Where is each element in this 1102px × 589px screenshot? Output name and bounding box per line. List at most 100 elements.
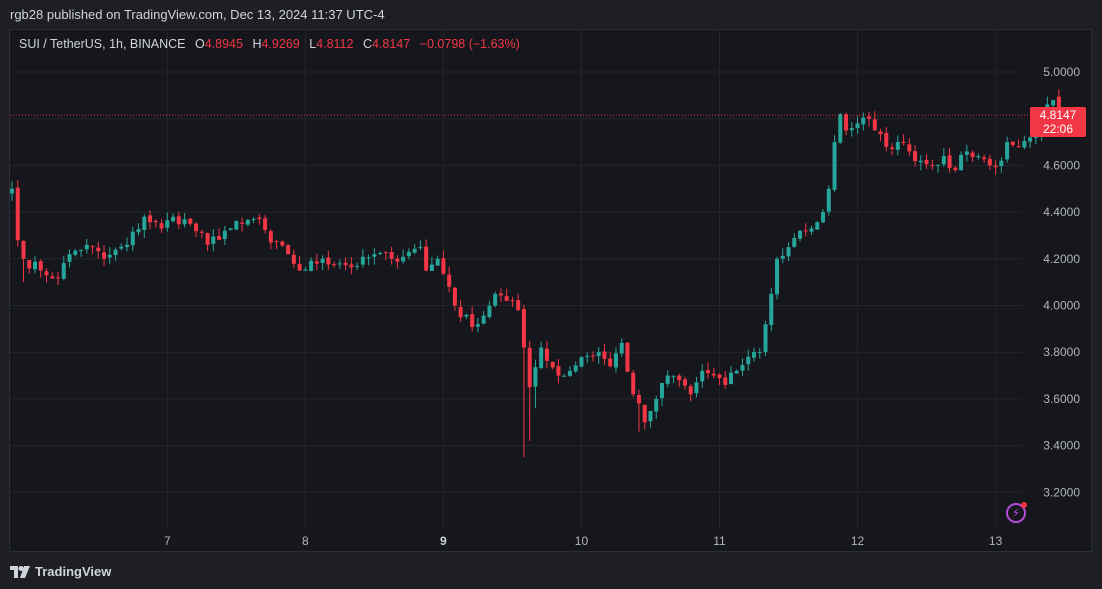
candle: [844, 112, 849, 136]
candle: [280, 240, 285, 248]
candle: [412, 243, 417, 255]
candle-body: [90, 246, 95, 248]
candle-body: [188, 218, 193, 224]
candle: [631, 369, 636, 398]
candle: [464, 313, 469, 320]
candle: [1010, 141, 1015, 148]
candle: [729, 365, 733, 385]
time-tick-label: 10: [575, 534, 589, 548]
candle-body: [378, 253, 383, 255]
candle-body: [700, 370, 705, 382]
candle-body: [729, 372, 733, 385]
candle-body: [447, 274, 452, 287]
candle-body: [268, 231, 273, 243]
candle-body: [171, 216, 176, 222]
brand-name: TradingView: [35, 564, 112, 579]
candle-body: [406, 251, 411, 257]
candle-body: [125, 244, 130, 247]
price-tick-label: 3.4000: [1043, 439, 1080, 453]
symbol-legend[interactable]: SUI / TetherUS, 1h, BINANCE O4.8945 H4.9…: [19, 37, 520, 51]
chart-pane[interactable]: [9, 29, 1092, 552]
candle: [458, 300, 463, 323]
candle-body: [332, 264, 337, 266]
candle: [475, 317, 480, 333]
candle-body: [395, 258, 400, 262]
candle-body: [1028, 137, 1033, 142]
candle-body: [516, 300, 521, 311]
candle-body: [579, 356, 584, 367]
candle: [682, 376, 687, 390]
candle-body: [821, 212, 826, 223]
candle: [107, 246, 112, 264]
candle-body: [142, 216, 147, 230]
candle: [746, 349, 751, 371]
notification-dot: [1021, 502, 1027, 508]
candle: [947, 147, 952, 173]
candle: [165, 212, 170, 232]
candle: [659, 382, 664, 407]
candle-body: [274, 241, 279, 243]
candle-body: [1051, 100, 1056, 106]
candle-body: [826, 188, 831, 212]
candle-body: [987, 158, 992, 166]
candle-body: [107, 254, 112, 258]
candle-body: [1010, 141, 1015, 145]
candle: [424, 239, 429, 272]
candle: [608, 351, 613, 368]
candle: [809, 225, 814, 235]
candle: [895, 135, 900, 156]
candle-body: [487, 305, 492, 317]
candle: [573, 361, 578, 374]
candle: [136, 223, 141, 236]
candle: [803, 223, 808, 237]
candle-body: [895, 142, 900, 150]
candle: [918, 154, 923, 171]
high-label: H: [252, 37, 262, 51]
candle: [654, 395, 659, 419]
tradingview-brand[interactable]: TradingView: [10, 564, 111, 579]
candle-body: [964, 151, 969, 155]
candle-body: [44, 271, 49, 276]
candle: [987, 154, 992, 170]
candle: [516, 293, 521, 312]
close-value: 4.8147: [371, 37, 411, 51]
candle: [441, 250, 446, 276]
candle: [878, 128, 883, 142]
candle: [993, 160, 998, 175]
candle-body: [884, 133, 889, 147]
candle-body: [867, 116, 872, 119]
candle-body: [148, 215, 153, 223]
candle-body: [102, 252, 107, 259]
candle-body: [734, 370, 739, 374]
candle: [769, 288, 774, 332]
candle-body: [355, 265, 360, 267]
candle-body: [832, 142, 837, 190]
candle-body: [33, 261, 38, 270]
candle-body: [251, 218, 256, 220]
candle: [930, 159, 935, 171]
candle: [211, 229, 216, 252]
candle: [418, 240, 423, 251]
candle: [96, 241, 101, 259]
candle-body: [452, 287, 457, 306]
candle: [619, 338, 624, 357]
candle-body: [671, 376, 676, 378]
candle-body: [930, 164, 935, 166]
candle-body: [982, 157, 987, 160]
candle: [648, 410, 653, 428]
candle-body: [786, 247, 791, 257]
candle-body: [464, 314, 469, 317]
lightning-bolt-icon[interactable]: ⚡: [1006, 502, 1027, 523]
candle-body: [1056, 96, 1061, 116]
candle-body: [303, 269, 308, 271]
candle: [257, 214, 262, 225]
low-label: L: [309, 37, 317, 51]
candle-body: [959, 154, 964, 171]
candle: [395, 255, 400, 269]
candle-body: [596, 352, 601, 357]
candle: [199, 229, 204, 239]
candle-body: [504, 296, 509, 301]
candle: [642, 404, 647, 430]
candle-body: [240, 222, 245, 224]
